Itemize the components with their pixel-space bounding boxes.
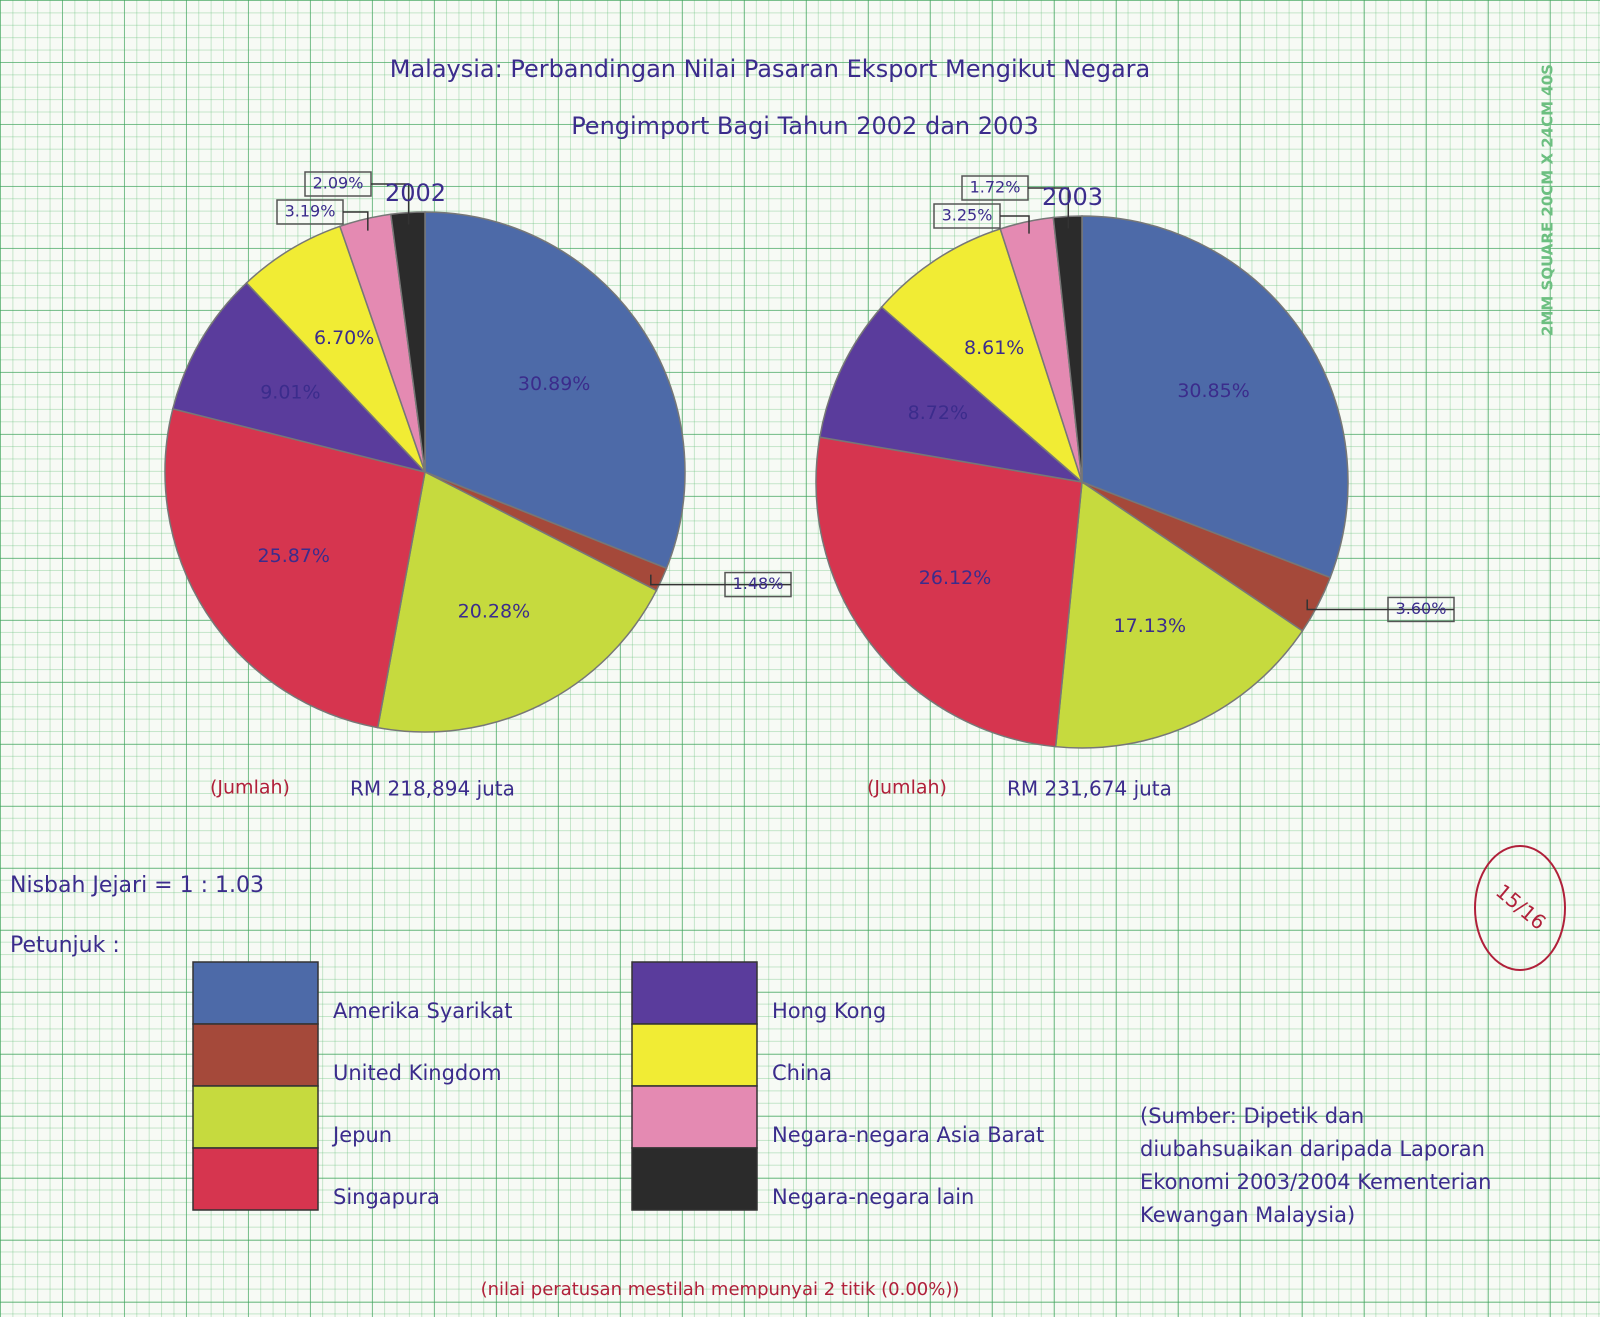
legend-swatch	[631, 1085, 758, 1149]
paper-label: 2MM SQUARE 20CM X 24CM 40S	[1539, 64, 1557, 336]
legend-title: Petunjuk :	[10, 933, 120, 958]
leader-line	[343, 211, 369, 231]
slice-label: 8.61%	[964, 337, 1024, 359]
pie-slice	[818, 306, 1085, 484]
pie-slice	[1081, 215, 1349, 579]
legend-label: China	[772, 1061, 832, 1085]
legend-label: Singapura	[333, 1185, 440, 1209]
total: RM 218,894 juta	[350, 777, 515, 801]
legend-label: Amerika Syarikat	[333, 999, 513, 1023]
pie-slice	[1054, 480, 1304, 749]
grade: 15/16	[1491, 879, 1551, 934]
slice-label: 25.87%	[258, 545, 330, 567]
leader-line	[650, 574, 791, 586]
source: (Sumber: Dipetik dan diubahsuaikan darip…	[1140, 1104, 1492, 1227]
pie-slice	[245, 225, 426, 473]
slice-label: 3.19%	[285, 202, 336, 221]
pie-title: 2003	[1042, 183, 1103, 211]
grade-circle	[1474, 845, 1566, 971]
total: RM 231,674 juta	[1007, 777, 1172, 801]
leader-line	[1306, 599, 1454, 611]
slice-label: 8.72%	[908, 402, 968, 424]
slice-label: 3.60%	[1396, 599, 1447, 618]
legend-label: Negara-negara lain	[772, 1185, 974, 1209]
slice-label: 2.09%	[313, 174, 364, 193]
legend-label: Hong Kong	[772, 999, 886, 1023]
legend-swatch	[631, 1023, 758, 1087]
pie-slice	[880, 227, 1084, 485]
legend-swatch	[192, 1023, 319, 1087]
slice-label: 1.48%	[733, 574, 784, 593]
note: (nilai peratusan mestilah mempunyai 2 ti…	[481, 1279, 960, 1300]
slice-label: 1.72%	[970, 178, 1021, 197]
chart-subtitle: Pengimport Bagi Tahun 2002 dan 2003	[571, 112, 1039, 140]
slice-label: 30.89%	[518, 373, 590, 395]
slice-label: 30.85%	[1177, 380, 1249, 402]
slice-label: 6.70%	[314, 327, 374, 349]
legend-swatch	[192, 961, 319, 1025]
legend-label: Jepun	[331, 1123, 392, 1147]
total-label: (Jumlah)	[867, 777, 947, 799]
pie-slice	[389, 211, 426, 473]
legend-swatch	[631, 961, 758, 1025]
pie-slice	[164, 407, 426, 729]
slice-label: 20.28%	[458, 600, 530, 622]
legend-swatch	[192, 1085, 319, 1149]
chart-title: Malaysia: Perbandingan Nilai Pasaran Eks…	[390, 55, 1151, 83]
slice-label: 9.01%	[260, 382, 320, 404]
legend-label: Negara-negara Asia Barat	[772, 1123, 1044, 1147]
pie-slice	[376, 470, 658, 733]
pie-slice	[815, 436, 1083, 748]
pie-slice	[424, 211, 686, 570]
leader-line	[371, 183, 410, 225]
pie-title: 2002	[385, 179, 446, 207]
slice-label: 26.12%	[919, 567, 991, 589]
radius-ratio: Nisbah Jejari = 1 : 1.03	[10, 873, 264, 898]
pie-slice	[171, 281, 428, 474]
slice-label: 17.13%	[1114, 615, 1186, 637]
legend-swatch	[631, 1147, 758, 1211]
legend-swatch	[192, 1147, 319, 1211]
slice-label: 3.25%	[942, 206, 993, 225]
legend-label: United Kingdom	[333, 1061, 502, 1085]
leader-line	[1000, 215, 1030, 234]
total-label: (Jumlah)	[210, 777, 290, 799]
leader-line	[1028, 187, 1070, 229]
